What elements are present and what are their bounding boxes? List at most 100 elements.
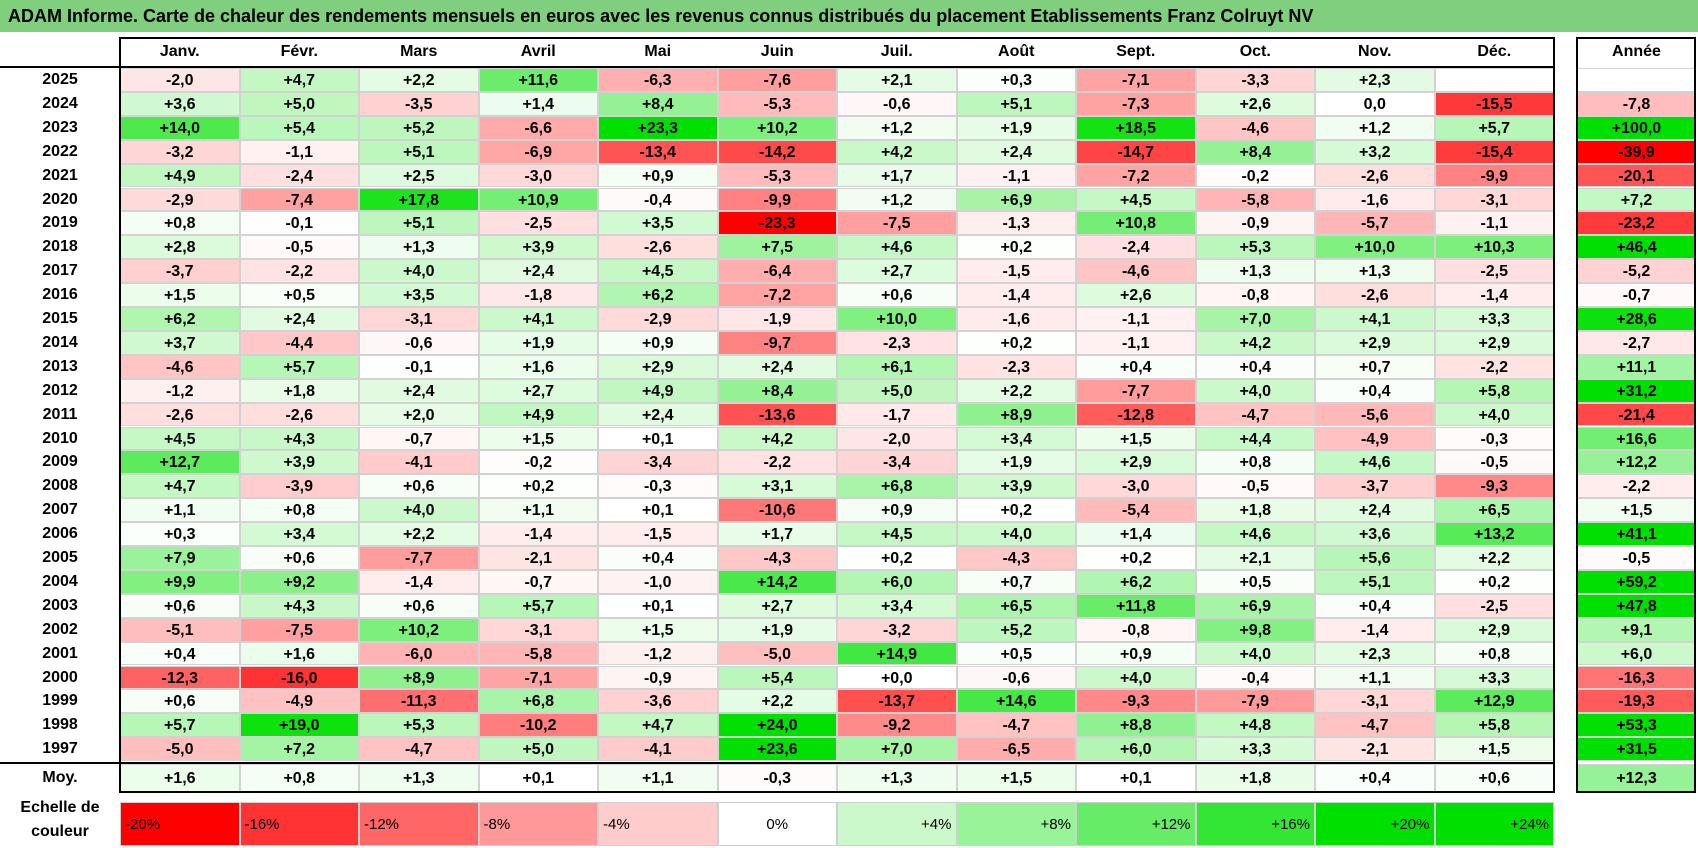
heatmap-cell: -1,1	[1076, 330, 1196, 355]
color-scale-step: -16%	[239, 802, 359, 846]
heatmap-cell: -1,6	[1315, 187, 1435, 212]
heatmap-cell: +2,9	[1434, 617, 1554, 642]
heatmap-cell: +14,0	[120, 115, 240, 140]
heatmap-cell: +19,0	[239, 713, 359, 738]
heatmap-cell: +0,8	[239, 498, 359, 523]
heatmap-cell: +14,9	[837, 641, 957, 666]
heatmap-cell: +2,5	[359, 163, 479, 188]
heatmap-cell: +4,5	[120, 426, 240, 451]
heatmap-cell: +4,2	[717, 426, 837, 451]
heatmap-cell: -13,7	[837, 689, 957, 714]
heatmap-cell: -3,1	[478, 617, 598, 642]
heatmap-cell: -9,7	[717, 330, 837, 355]
heatmap-cell: +4,7	[598, 713, 718, 738]
heatmap-cell: +17,8	[359, 187, 479, 212]
heatmap-cell: +2,7	[717, 593, 837, 618]
heatmap-cell: +9,9	[120, 569, 240, 594]
average-cell: +1,8	[1195, 764, 1315, 792]
heatmap-cell: +5,4	[239, 115, 359, 140]
heatmap-cell: -1,0	[598, 569, 718, 594]
row-label: 2020	[42, 190, 78, 208]
heatmap-cell: -4,6	[120, 354, 240, 379]
heatmap-cell: +4,4	[1195, 426, 1315, 451]
heatmap-cell: +0,6	[837, 283, 957, 307]
heatmap-cell: +10,3	[1434, 235, 1554, 260]
heatmap-cell: +2,1	[837, 68, 957, 92]
heatmap-cell: -4,7	[1195, 402, 1315, 427]
heatmap-cell: +4,6	[1195, 522, 1315, 546]
heatmap-cell: +4,0	[1434, 402, 1554, 427]
heatmap-cell: -6,6	[478, 115, 598, 140]
heatmap-cell: +6,9	[1195, 593, 1315, 618]
year-total-cell: +31,5	[1577, 737, 1696, 762]
row-label: 2013	[42, 357, 78, 375]
heatmap-cell: -0,6	[956, 665, 1076, 690]
heatmap-cell: -7,2	[1076, 163, 1196, 188]
heatmap-cell: +4,1	[478, 307, 598, 331]
heatmap-cell: -1,2	[598, 641, 718, 666]
heatmap-cell: -1,4	[1434, 283, 1554, 307]
heatmap-cell: +2,4	[239, 307, 359, 331]
year-total-cell: -21,4	[1577, 402, 1696, 427]
color-scale-label: Echelle de couleur	[0, 796, 120, 848]
heatmap-cell: -6,0	[359, 641, 479, 666]
heatmap-cell: -1,2	[120, 378, 240, 403]
heatmap-cell: -1,5	[956, 259, 1076, 284]
row-label: 2005	[42, 549, 78, 566]
heatmap-cell: -1,1	[1434, 211, 1554, 236]
heatmap-cell: -5,6	[1315, 402, 1435, 427]
heatmap-cell: +4,0	[1076, 665, 1196, 690]
heatmap-cell: +10,2	[717, 115, 837, 140]
heatmap-cell: -2,6	[120, 402, 240, 427]
year-total-cell: -2,7	[1577, 330, 1696, 355]
heatmap-cell: -7,3	[1076, 91, 1196, 116]
row-label: 2004	[42, 572, 78, 590]
heatmap-cell: +1,6	[239, 641, 359, 666]
row-label: 2015	[42, 310, 78, 327]
heatmap-cell: +5,6	[1315, 546, 1435, 570]
heatmap-cell: +6,5	[1434, 498, 1554, 523]
heatmap-cell: -15,4	[1434, 139, 1554, 164]
heatmap-cell: +6,1	[837, 354, 957, 379]
heatmap-cell: +0,2	[478, 474, 598, 499]
heatmap-cell: +2,6	[1076, 283, 1196, 307]
average-separator	[0, 762, 1554, 764]
heatmap-cell: -5,4	[1076, 498, 1196, 523]
heatmap-cell: -7,1	[1076, 68, 1196, 92]
row-label: 2009	[42, 453, 78, 471]
heatmap-cell: -7,7	[1076, 378, 1196, 403]
heatmap-cell: -4,1	[598, 737, 718, 762]
heatmap-cell: +1,3	[1195, 259, 1315, 284]
year-total-cell: -0,5	[1577, 546, 1696, 570]
heatmap-cell: +0,5	[1195, 569, 1315, 594]
average-cell: +1,3	[359, 764, 479, 792]
heatmap-cell: +0,2	[956, 235, 1076, 260]
heatmap-cell: -16,0	[239, 665, 359, 690]
heatmap-cell: +1,4	[478, 91, 598, 116]
year-total-cell: +7,2	[1577, 187, 1696, 212]
heatmap-cell: -0,6	[359, 330, 479, 355]
heatmap-cell: -12,8	[1076, 402, 1196, 427]
heatmap-cell: -4,6	[1195, 115, 1315, 140]
heatmap-cell: -6,5	[956, 737, 1076, 762]
heatmap-cell: -7,5	[239, 617, 359, 642]
heatmap-cell: +0,3	[956, 68, 1076, 92]
heatmap-cell: +3,6	[120, 91, 240, 116]
color-scale-label-line1: Echelle de	[20, 799, 100, 816]
heatmap-cell: +6,0	[837, 569, 957, 594]
heatmap-cell: +10,2	[359, 617, 479, 642]
heatmap-cell: +0,0	[837, 665, 957, 690]
heatmap-cell: +0,4	[1315, 593, 1435, 618]
heatmap-cell: -3,3	[1195, 68, 1315, 92]
year-total-cell: +6,0	[1577, 641, 1696, 666]
average-cell: +1,3	[837, 764, 957, 792]
heatmap-cell: -3,0	[478, 163, 598, 188]
heatmap-cell: -1,7	[837, 402, 957, 427]
heatmap-cell: +1,1	[120, 498, 240, 523]
heatmap-cell: -9,9	[1434, 163, 1554, 188]
heatmap-cell: -23,3	[717, 211, 837, 236]
heatmap-cell: -0,9	[598, 665, 718, 690]
heatmap-cell: -2,6	[239, 402, 359, 427]
heatmap-cell: -0,1	[359, 354, 479, 379]
row-label: 2007	[42, 501, 78, 519]
